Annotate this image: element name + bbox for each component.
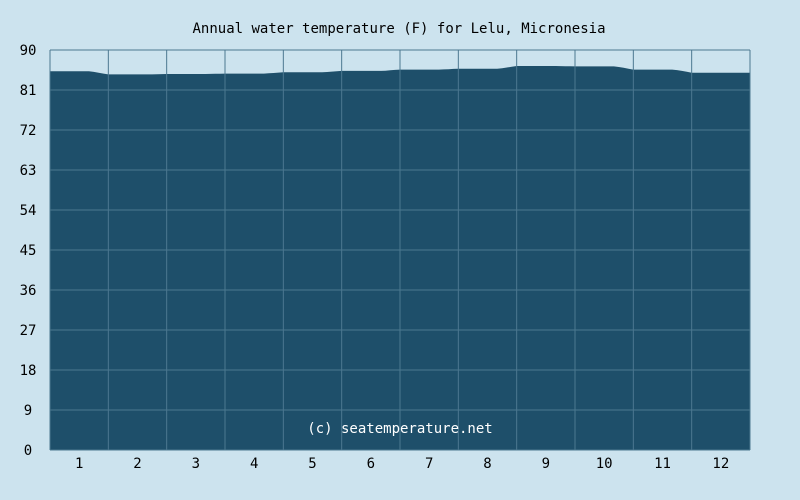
y-axis: 0 9 18 27 36 45 54 63 72 81 90 — [20, 43, 37, 459]
x-tick-label: 11 — [654, 456, 671, 472]
y-tick-label: 36 — [20, 283, 37, 299]
x-tick-label: 4 — [250, 456, 258, 472]
x-tick-label: 12 — [712, 456, 729, 472]
x-tick-label: 9 — [542, 456, 550, 472]
x-tick-label: 8 — [483, 456, 491, 472]
x-tick-label: 7 — [425, 456, 433, 472]
chart-title: Annual water temperature (F) for Lelu, M… — [192, 21, 605, 37]
y-tick-label: 72 — [20, 123, 37, 139]
y-tick-label: 9 — [24, 403, 32, 419]
y-tick-label: 0 — [24, 443, 32, 459]
y-tick-label: 63 — [20, 163, 37, 179]
x-tick-label: 3 — [192, 456, 200, 472]
y-tick-label: 45 — [20, 243, 37, 259]
x-tick-label: 10 — [596, 456, 613, 472]
plot-area — [49, 49, 751, 451]
y-tick-label: 18 — [20, 363, 37, 379]
x-tick-label: 5 — [308, 456, 316, 472]
x-axis: 1 2 3 4 5 6 7 8 9 10 11 12 — [75, 456, 729, 472]
y-tick-label: 90 — [20, 43, 37, 59]
y-tick-label: 54 — [20, 203, 37, 219]
x-tick-label: 2 — [133, 456, 141, 472]
x-tick-label: 1 — [75, 456, 83, 472]
y-tick-label: 27 — [20, 323, 37, 339]
y-tick-label: 81 — [20, 83, 37, 99]
x-tick-label: 6 — [367, 456, 375, 472]
watermark-annotation: (c) seatemperature.net — [307, 421, 492, 437]
